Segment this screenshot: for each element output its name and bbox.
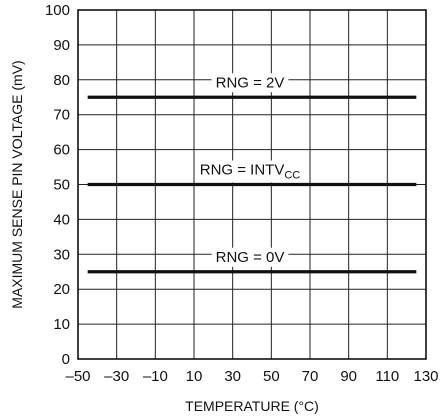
y-tick-label: 90: [53, 37, 70, 54]
series-label: RNG = 0V: [216, 249, 285, 266]
plot-frame: [77, 9, 427, 360]
x-tick-label: 50: [263, 368, 280, 385]
series-label-text: RNG = 2V: [216, 74, 285, 91]
y-tick-label: 20: [53, 281, 70, 298]
plot-border: [77, 9, 427, 360]
y-tick-label: 30: [53, 246, 70, 263]
x-tick-label: –50: [65, 368, 90, 385]
x-axis-label: TEMPERATURE (°C): [185, 398, 319, 414]
y-tick-label: 10: [53, 316, 70, 333]
y-tick-label: 50: [53, 177, 70, 194]
x-tick-label: 30: [224, 368, 241, 385]
series-label-background: [195, 160, 305, 183]
x-tick-label: –10: [143, 368, 168, 385]
series-label: RNG = INTVCC: [200, 162, 301, 182]
y-tick-label: 80: [53, 72, 70, 89]
series-label: RNG = 2V: [216, 74, 285, 91]
tick-labels: –50 –30 –10 10 30 50 70 90 110 130 0 10 20 30 40 50 60 70…: [45, 2, 439, 385]
series-lines: RNG = 2V RNG = INTVCC RNG = 0V: [87, 73, 417, 274]
axis-labels: TEMPERATURE (°C) MAXIMUM SENSE PIN VOLTA…: [9, 60, 319, 414]
x-tick-label: 90: [340, 368, 357, 385]
x-tick-label: –30: [104, 368, 129, 385]
y-tick-label: 0: [62, 351, 70, 368]
x-tick-label: 110: [375, 368, 399, 385]
y-tick-label: 60: [53, 142, 70, 159]
y-tick-label: 70: [53, 107, 70, 124]
series-label-text: RNG = 0V: [216, 249, 285, 266]
x-tick-label: 10: [186, 368, 203, 385]
y-tick-label: 40: [53, 211, 70, 228]
x-tick-label: 130: [413, 368, 438, 385]
series-label-background: [211, 247, 289, 267]
series-label-background: [211, 73, 289, 93]
series-label-subscript: CC: [284, 170, 300, 182]
y-tick-label: 100: [45, 2, 70, 19]
series-label-text: RNG = INTV: [200, 162, 285, 179]
y-axis-label: MAXIMUM SENSE PIN VOLTAGE (mV): [9, 60, 25, 308]
x-tick-label: 70: [302, 368, 319, 385]
